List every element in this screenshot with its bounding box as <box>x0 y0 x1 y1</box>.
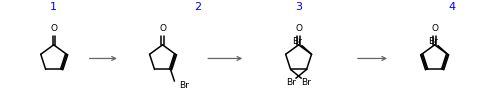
Text: O: O <box>50 24 57 33</box>
Text: 4: 4 <box>448 2 456 12</box>
Text: O: O <box>295 24 302 33</box>
Text: Br: Br <box>428 37 438 46</box>
Text: Br: Br <box>301 78 311 87</box>
Text: Br: Br <box>286 78 296 87</box>
Text: Br: Br <box>179 81 189 89</box>
Text: O: O <box>159 24 166 33</box>
Text: Br: Br <box>292 37 302 46</box>
Text: O: O <box>431 24 438 33</box>
Text: 3: 3 <box>295 2 302 12</box>
Text: 2: 2 <box>194 2 201 12</box>
Text: 1: 1 <box>50 2 57 12</box>
